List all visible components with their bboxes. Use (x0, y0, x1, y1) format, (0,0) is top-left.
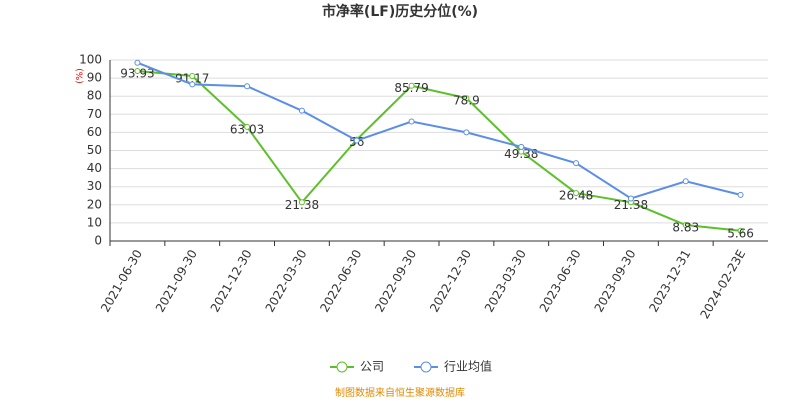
x-tick-label: 2023-12-31 (646, 247, 693, 314)
data-label: 5.66 (727, 226, 754, 240)
point (518, 143, 525, 150)
data-label: 85.79 (394, 81, 428, 95)
data-label: 26.48 (559, 189, 593, 203)
y-tick-label: 0 (94, 234, 102, 248)
x-tick-label: 2023-09-30 (592, 247, 639, 314)
y-tick-label: 20 (87, 197, 102, 211)
point (408, 82, 415, 89)
legend-marker (336, 361, 348, 373)
x-tick-label: 2022-12-30 (427, 247, 474, 314)
x-tick-label: 2021-09-30 (153, 247, 200, 314)
y-tick-label: 100 (79, 53, 102, 67)
data-label: 8.83 (672, 221, 699, 235)
point (463, 129, 470, 136)
x-tick-label: 2022-06-30 (317, 247, 364, 314)
point (408, 118, 415, 125)
y-tick-label: 30 (87, 179, 102, 193)
chart-title: 市净率(LF)历史分位(%) (322, 3, 478, 20)
point (353, 137, 360, 144)
source-note: 制图数据来自恒生聚源数据库 (335, 386, 465, 399)
point (737, 191, 744, 198)
x-tick-label: 2021-06-30 (98, 247, 145, 314)
point (682, 222, 689, 229)
data-label: 93.93 (120, 66, 154, 80)
legend-label: 公司 (360, 360, 384, 374)
point (627, 195, 634, 202)
data-label: 63.03 (230, 122, 264, 136)
y-tick-label: 10 (87, 215, 102, 229)
x-tick-label: 2022-09-30 (372, 247, 419, 314)
data-label: 49.38 (504, 147, 538, 161)
y-tick-label: 40 (87, 161, 102, 175)
point (298, 199, 305, 206)
data-label: 78.9 (453, 94, 480, 108)
data-label: 21.38 (285, 198, 319, 212)
point (244, 83, 251, 90)
x-tick-label: 2021-12-30 (208, 247, 255, 314)
y-tick-label: 70 (87, 107, 102, 121)
point (189, 81, 196, 88)
x-tick-label: 2024-02-23E (697, 247, 748, 321)
y-tick-label: 50 (87, 143, 102, 157)
y-tick-label: 90 (87, 71, 102, 85)
series-line (137, 69, 741, 232)
point (737, 227, 744, 234)
point (134, 67, 141, 74)
x-tick-label: 2023-06-30 (537, 247, 584, 314)
legend-label: 行业均值 (444, 359, 492, 374)
point (573, 190, 580, 197)
point (134, 59, 141, 66)
point (463, 95, 470, 102)
x-tick-label: 2023-03-30 (482, 247, 529, 314)
x-tick-label: 2022-03-30 (263, 247, 310, 314)
point (682, 178, 689, 185)
legend-marker (420, 361, 432, 373)
point (298, 107, 305, 114)
y-tick-label: 80 (87, 89, 102, 103)
series-line (137, 61, 741, 200)
point (244, 123, 251, 130)
y-axis-label: (%) (76, 68, 86, 84)
point (573, 160, 580, 167)
point (189, 72, 196, 79)
y-tick-label: 60 (87, 125, 102, 139)
data-label: 21.38 (614, 198, 648, 212)
